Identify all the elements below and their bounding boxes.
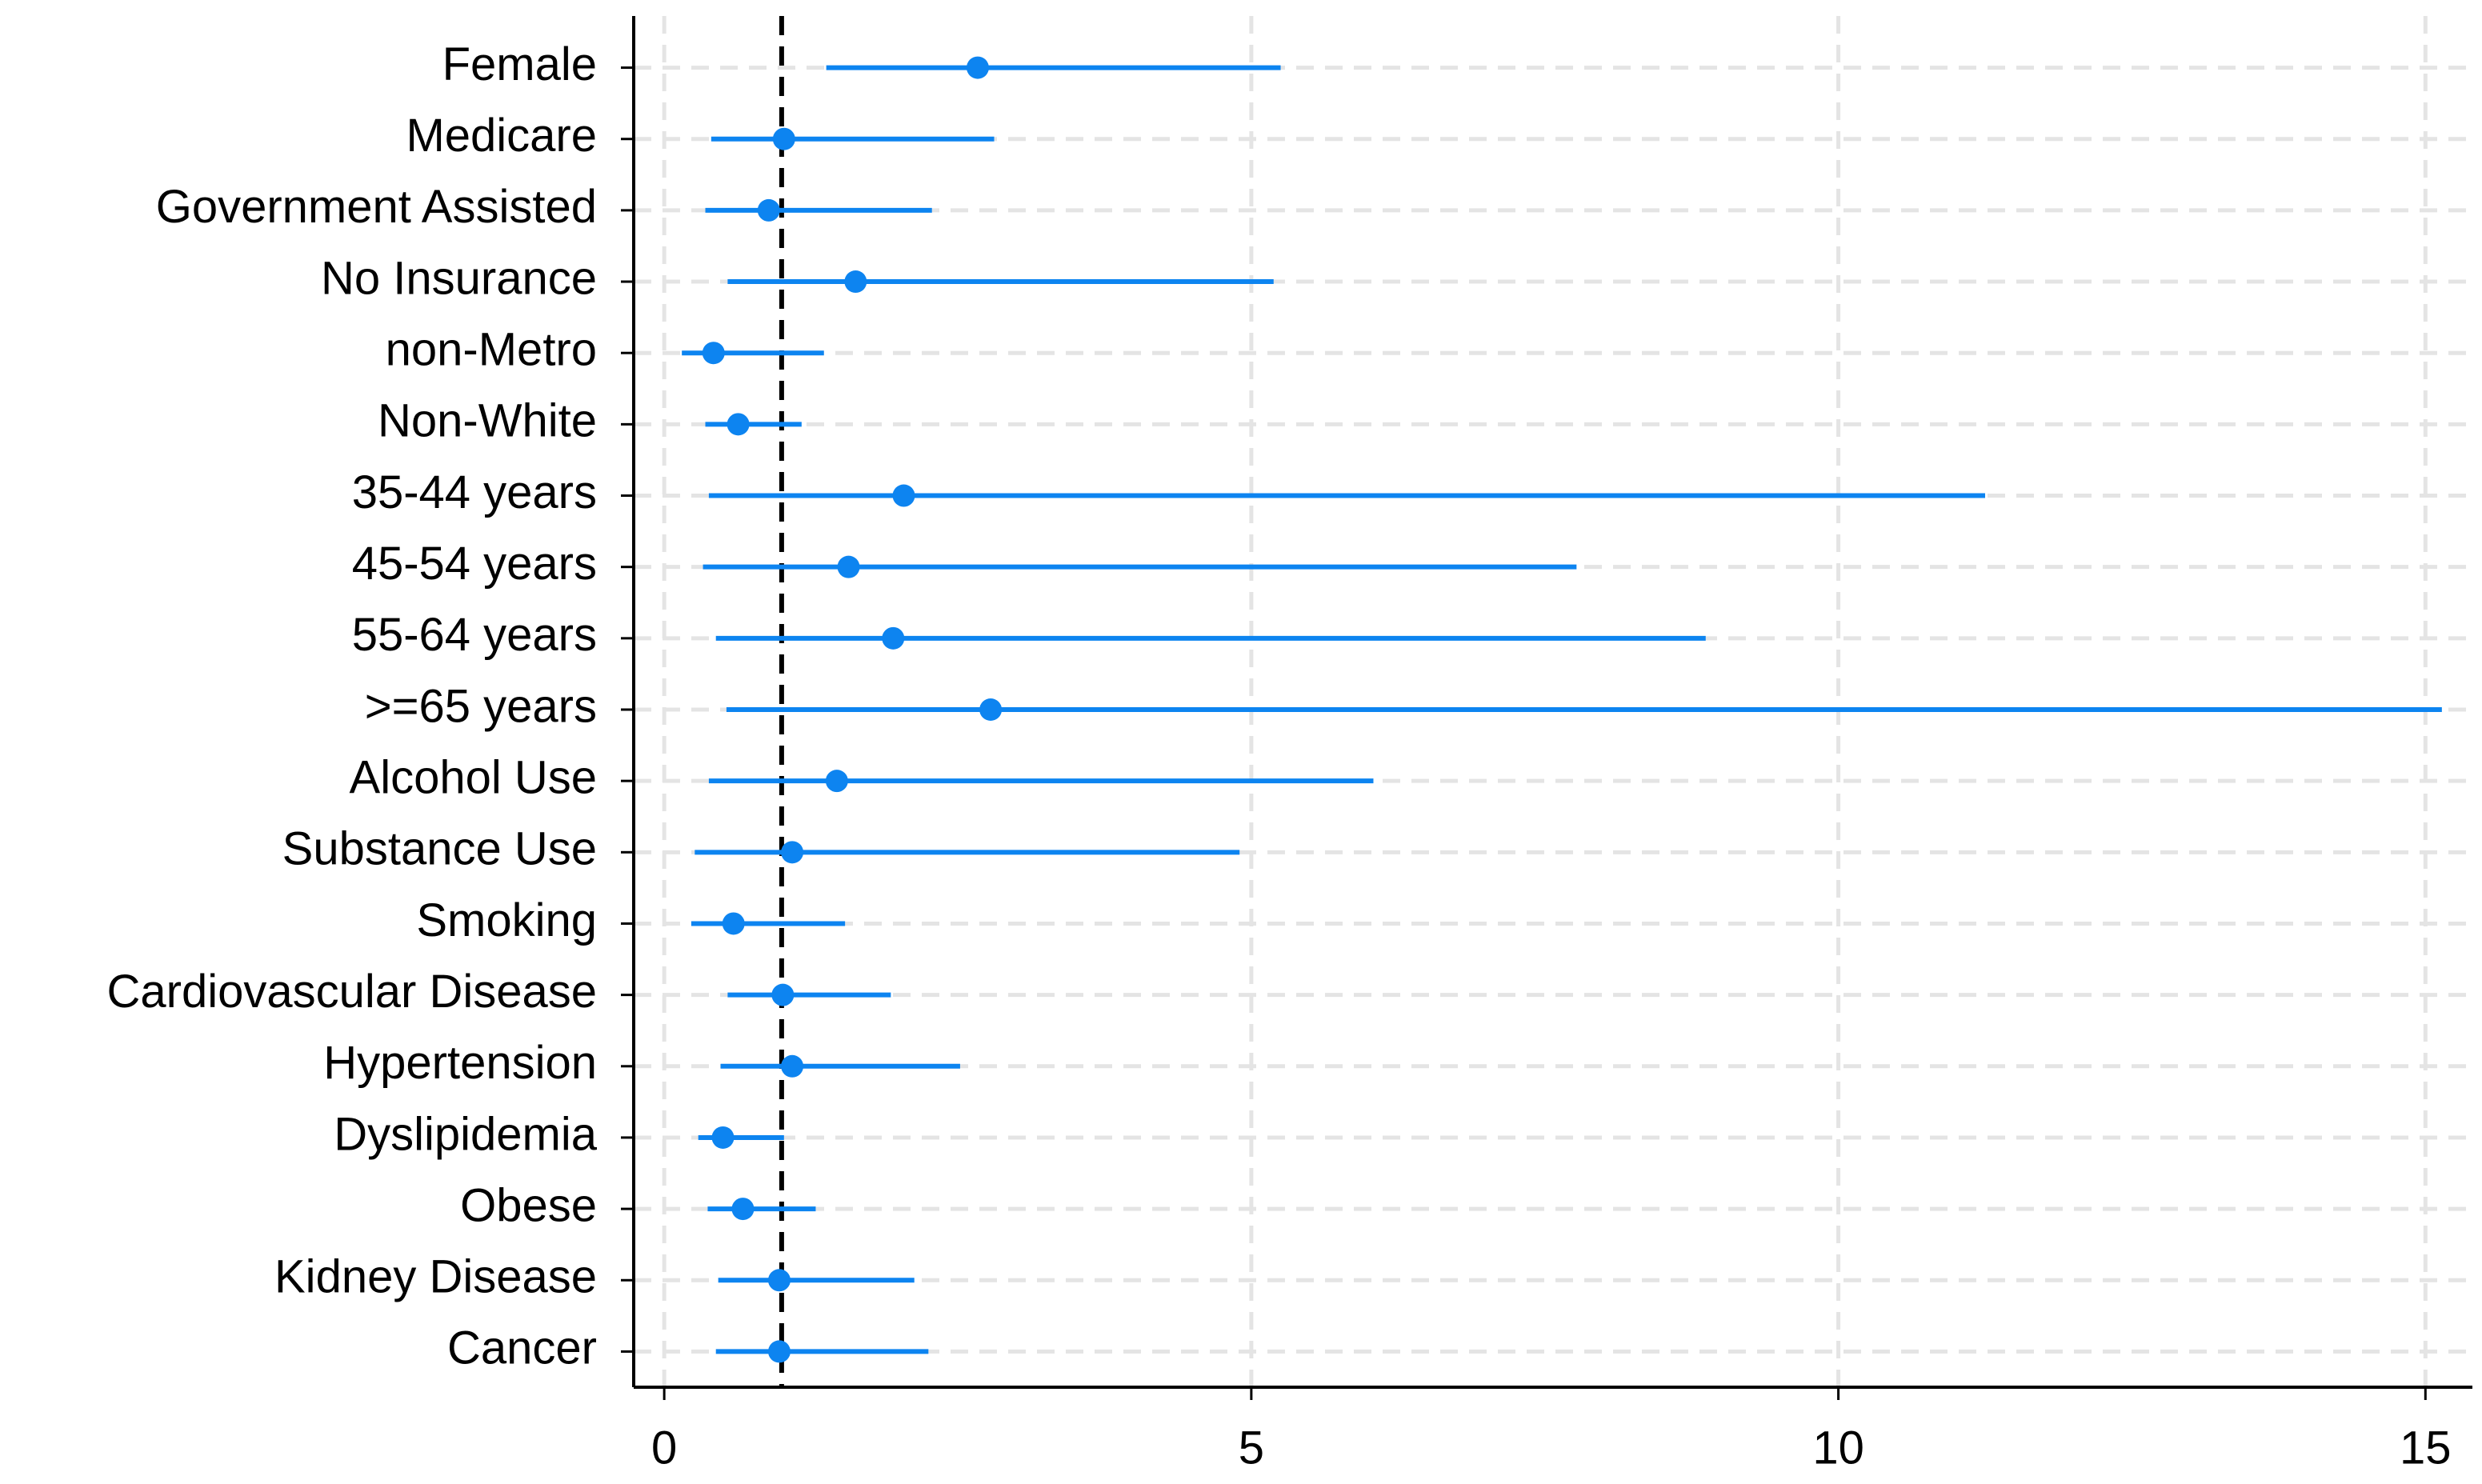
point-estimate bbox=[772, 127, 795, 150]
x-tick-label: 0 bbox=[651, 1422, 677, 1474]
category-label: No Insurance bbox=[321, 252, 597, 304]
point-estimate bbox=[892, 484, 915, 507]
category-label: Substance Use bbox=[282, 823, 597, 875]
x-tick-label: 5 bbox=[1239, 1422, 1264, 1474]
point-estimate bbox=[781, 841, 804, 864]
category-label: Alcohol Use bbox=[350, 751, 597, 803]
point-estimate bbox=[757, 198, 780, 222]
point-estimate bbox=[711, 1126, 735, 1149]
category-label: 45-54 years bbox=[352, 538, 597, 590]
category-label: 35-44 years bbox=[352, 466, 597, 518]
category-label: Cancer bbox=[447, 1322, 597, 1374]
point-estimate bbox=[882, 626, 905, 650]
point-estimate bbox=[731, 1198, 755, 1221]
category-label: >=65 years bbox=[365, 680, 597, 732]
category-label: Obese bbox=[460, 1179, 597, 1231]
category-label: Government Assisted bbox=[156, 181, 597, 233]
point-estimate bbox=[722, 912, 745, 935]
category-label: Non-White bbox=[378, 395, 597, 447]
x-tick-label: 10 bbox=[1812, 1422, 1864, 1474]
point-estimate bbox=[727, 413, 750, 436]
category-label: Dyslipidemia bbox=[334, 1108, 598, 1160]
category-label: 55-64 years bbox=[352, 609, 597, 661]
point-estimate bbox=[825, 770, 848, 793]
x-tick-label: 15 bbox=[2400, 1422, 2452, 1474]
category-label: Smoking bbox=[416, 894, 597, 946]
category-label: Female bbox=[442, 38, 597, 90]
point-estimate bbox=[966, 56, 989, 79]
point-estimate bbox=[767, 1340, 791, 1363]
point-estimate bbox=[781, 1054, 804, 1078]
category-label: Kidney Disease bbox=[274, 1251, 597, 1303]
category-label: Hypertension bbox=[323, 1037, 597, 1089]
category-label: Cardiovascular Disease bbox=[107, 966, 597, 1018]
point-estimate bbox=[979, 698, 1003, 721]
category-label: Medicare bbox=[406, 110, 597, 162]
point-estimate bbox=[702, 342, 725, 365]
category-label: non-Metro bbox=[386, 324, 597, 376]
point-estimate bbox=[837, 555, 860, 578]
point-estimate bbox=[844, 270, 867, 294]
point-estimate bbox=[771, 983, 795, 1006]
point-estimate bbox=[767, 1269, 791, 1292]
